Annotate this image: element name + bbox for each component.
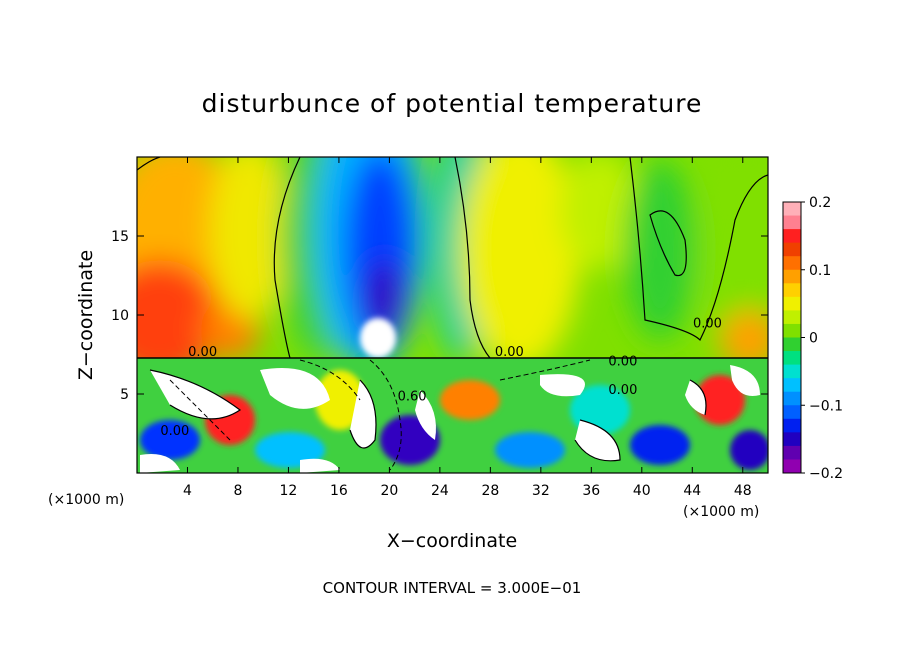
contour-label: 0.00 <box>160 424 189 439</box>
colorbar-swatch <box>783 432 801 447</box>
contour-label: 0.00 <box>188 345 217 360</box>
colorbar-swatch <box>783 310 801 325</box>
x-tick-label: 36 <box>582 483 600 499</box>
colorbar-swatch <box>783 337 801 352</box>
colorbar-swatch <box>783 351 801 366</box>
x-tick-label: 28 <box>481 483 499 499</box>
colorbar-swatch <box>783 229 801 244</box>
x-tick-label: 20 <box>380 483 398 499</box>
x-axis-label: X−coordinate <box>387 530 517 552</box>
x-axis: 4 8 12 16 20 24 28 32 36 40 44 48 <box>183 157 752 499</box>
colorbar-swatch <box>783 202 801 217</box>
heatmap-field <box>137 157 768 473</box>
colorbar-swatch <box>783 445 801 460</box>
colorbar-swatch <box>783 283 801 298</box>
y-axis-label: Z−coordinate <box>75 250 97 380</box>
colorbar-swatch <box>783 323 801 338</box>
y-tick-label: 5 <box>120 387 129 403</box>
contour-label: 0.00 <box>693 317 722 332</box>
x-tick-label: 4 <box>183 483 192 499</box>
x-unit-left: (×1000 m) <box>48 492 124 508</box>
y-tick-label: 15 <box>111 229 129 245</box>
x-tick-label: 16 <box>330 483 348 499</box>
colorbar: 0.2 0.1 0 −0.1 −0.2 <box>782 195 843 482</box>
contour-label: 0.00 <box>608 383 637 398</box>
colorbar-swatch <box>783 418 801 433</box>
colorbar-swatch <box>783 364 801 379</box>
chart-title: disturbunce of potential temperature <box>202 89 703 118</box>
colorbar-swatch <box>783 459 801 474</box>
colorbar-tick-label: 0.2 <box>809 195 831 211</box>
y-tick-label: 10 <box>111 308 129 324</box>
colorbar-swatch <box>783 215 801 230</box>
x-tick-label: 8 <box>233 483 242 499</box>
colorbar-swatch <box>783 242 801 257</box>
colorbar-tick-label: −0.2 <box>809 466 843 482</box>
x-tick-label: 12 <box>280 483 298 499</box>
colorbar-swatch <box>783 378 801 393</box>
colorbar-swatch <box>783 391 801 406</box>
x-tick-label: 44 <box>683 483 701 499</box>
colorbar-tick-label: −0.1 <box>809 398 843 414</box>
x-tick-label: 48 <box>734 483 752 499</box>
y-axis: 5 10 15 <box>111 229 768 403</box>
x-tick-label: 32 <box>532 483 550 499</box>
contour-interval-note: CONTOUR INTERVAL = 3.000E−01 <box>323 579 582 597</box>
contour-labels: 0.00 0.00 0.00 0.00 0.00 0.00 0.60 <box>160 317 722 439</box>
x-tick-label: 24 <box>431 483 449 499</box>
contour-label: 0.00 <box>608 355 637 370</box>
colorbar-swatch <box>783 269 801 284</box>
contour-label: 0.00 <box>495 345 524 360</box>
colorbar-tick-label: 0.1 <box>809 263 831 279</box>
colorbar-swatch <box>783 405 801 420</box>
colorbar-swatch <box>783 256 801 271</box>
contour-label: 0.60 <box>398 389 427 404</box>
x-unit-right: (×1000 m) <box>683 504 759 520</box>
colorbar-swatch <box>783 296 801 311</box>
x-tick-label: 40 <box>633 483 651 499</box>
colorbar-tick-label: 0 <box>809 331 818 347</box>
